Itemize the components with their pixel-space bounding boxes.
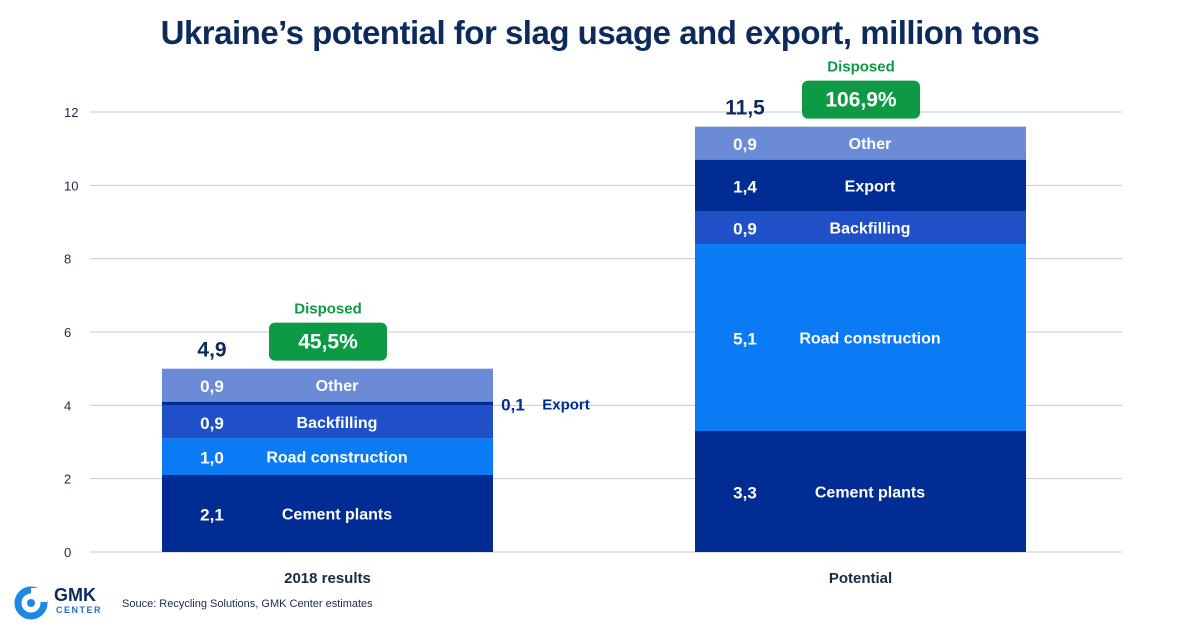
segment-value-label: 1,0: [200, 449, 224, 468]
chart-title: Ukraine’s potential for slag usage and e…: [160, 14, 1040, 51]
segment-value-label: 5,1: [733, 330, 757, 349]
bar-segment: [695, 244, 1026, 431]
segment-series-label: Backfilling: [297, 415, 378, 432]
segment-value-label: 0,9: [200, 414, 224, 433]
segment-value-label: 0,1: [501, 396, 525, 415]
y-tick-label: 10: [64, 178, 78, 193]
logo-sub: CENTER: [56, 605, 103, 615]
total-label: 4,9: [197, 339, 226, 362]
bar-segment: [162, 405, 493, 439]
bar-segment: [695, 431, 1026, 552]
logo-name: GMK: [54, 585, 96, 605]
segment-series-label: Cement plants: [282, 507, 392, 524]
segment-value-label: 0,9: [200, 377, 224, 396]
disposed-caption: Disposed: [827, 59, 895, 76]
bar-segment: [695, 159, 1026, 211]
segment-series-label: Export: [542, 397, 590, 414]
y-tick-label: 12: [64, 105, 78, 120]
segment-series-label: Other: [849, 136, 892, 153]
disposed-value: 45,5%: [298, 331, 358, 354]
disposed-caption: Disposed: [294, 301, 362, 318]
bar-segment: [162, 368, 493, 402]
bar-segment: [162, 401, 493, 406]
segment-value-label: 1,4: [733, 177, 757, 196]
bar-segment: [695, 126, 1026, 160]
y-tick-label: 0: [64, 545, 71, 560]
segment-series-label: Road construction: [799, 331, 940, 348]
y-tick-label: 8: [64, 252, 71, 267]
x-category-label: 2018 results: [284, 570, 371, 587]
disposed-badge: [269, 322, 387, 361]
segment-value-label: 2,1: [200, 506, 224, 525]
bar-segment: [162, 438, 493, 475]
segment-series-label: Backfilling: [830, 221, 911, 238]
segment-series-label: Road construction: [266, 450, 407, 467]
y-tick-label: 4: [64, 398, 71, 413]
x-category-label: Potential: [829, 570, 892, 587]
bar-segment: [695, 211, 1026, 244]
segment-value-label: 3,3: [733, 484, 757, 503]
segment-value-label: 0,9: [733, 135, 757, 154]
segment-value-label: 0,9: [733, 220, 757, 239]
disposed-badge: [802, 80, 920, 119]
y-tick-label: 2: [64, 472, 71, 487]
segment-series-label: Cement plants: [815, 485, 925, 502]
y-tick-label: 6: [64, 325, 71, 340]
bar-segment: [162, 475, 493, 552]
gmk-logo-icon: [14, 586, 48, 625]
segment-series-label: Export: [845, 178, 896, 195]
total-label: 11,5: [725, 97, 765, 120]
segment-series-label: Other: [316, 378, 359, 395]
source-note: Souce: Recycling Solutions, GMK Center e…: [122, 598, 373, 610]
disposed-value: 106,9%: [825, 89, 897, 112]
